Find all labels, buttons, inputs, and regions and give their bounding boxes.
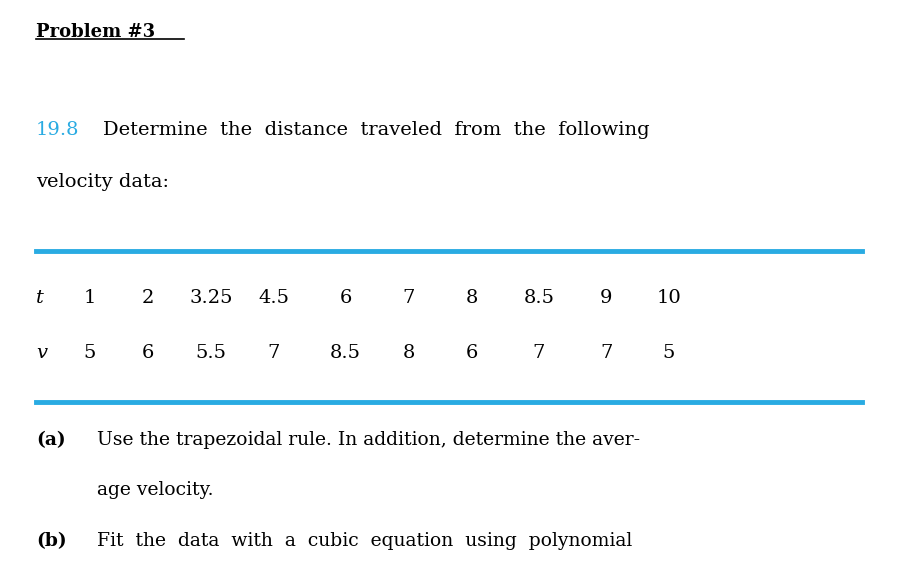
Text: 8.5: 8.5 xyxy=(524,289,554,307)
Text: Problem #3: Problem #3 xyxy=(36,23,155,41)
Text: 7: 7 xyxy=(402,289,415,307)
Text: t: t xyxy=(36,289,44,307)
Text: 7: 7 xyxy=(268,344,280,362)
Text: 5: 5 xyxy=(663,344,675,362)
Text: 8: 8 xyxy=(465,289,478,307)
Text: velocity data:: velocity data: xyxy=(36,173,169,191)
Text: 6: 6 xyxy=(142,344,154,362)
Text: 3.25: 3.25 xyxy=(189,289,233,307)
Text: 5.5: 5.5 xyxy=(196,344,226,362)
Text: age velocity.: age velocity. xyxy=(97,481,214,499)
Text: (b): (b) xyxy=(36,532,66,550)
Text: 6: 6 xyxy=(339,289,352,307)
Text: 7: 7 xyxy=(600,344,612,362)
Text: 1: 1 xyxy=(84,289,96,307)
Text: 19.8: 19.8 xyxy=(36,121,79,139)
Text: Fit  the  data  with  a  cubic  equation  using  polynomial: Fit the data with a cubic equation using… xyxy=(97,532,632,550)
Text: 8.5: 8.5 xyxy=(330,344,361,362)
Text: 10: 10 xyxy=(656,289,682,307)
Text: Use the trapezoidal rule. In addition, determine the aver-: Use the trapezoidal rule. In addition, d… xyxy=(97,431,640,449)
Text: v: v xyxy=(36,344,47,362)
Text: 4.5: 4.5 xyxy=(259,289,289,307)
Text: 6: 6 xyxy=(465,344,478,362)
Text: 2: 2 xyxy=(142,289,154,307)
Text: 9: 9 xyxy=(600,289,612,307)
Text: 8: 8 xyxy=(402,344,415,362)
Text: (a): (a) xyxy=(36,431,66,449)
Text: 5: 5 xyxy=(84,344,96,362)
Text: 7: 7 xyxy=(533,344,545,362)
Text: Determine  the  distance  traveled  from  the  following: Determine the distance traveled from the… xyxy=(103,121,650,139)
